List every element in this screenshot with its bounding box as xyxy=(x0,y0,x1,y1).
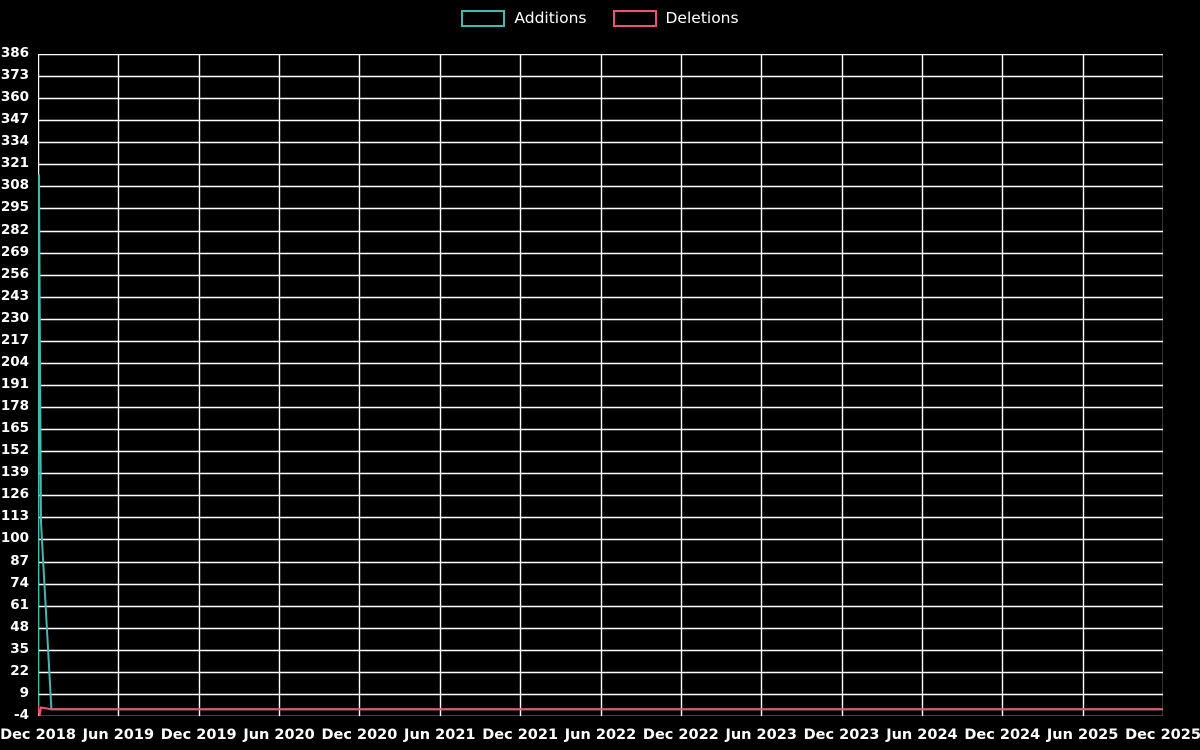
x-axis-tick-label: Dec 2021 xyxy=(482,727,559,743)
x-axis-tick-label: Jun 2022 xyxy=(564,727,637,743)
y-axis-tick-label: 204 xyxy=(0,353,29,370)
plot-area xyxy=(38,54,1163,716)
y-axis-tick-label: 35 xyxy=(10,640,29,657)
y-axis-tick-label: 230 xyxy=(0,309,29,326)
x-axis-tick-label: Jun 2023 xyxy=(725,727,797,743)
y-axis-tick-label: 139 xyxy=(0,464,29,481)
y-axis-tick-label: 74 xyxy=(10,574,29,591)
y-axis-tick-label: 48 xyxy=(10,618,29,635)
y-axis-tick-label: -4 xyxy=(14,707,29,723)
y-axis-tick-label: 269 xyxy=(0,243,29,260)
y-axis-tick-label: 360 xyxy=(0,89,29,106)
x-axis-tick-label: Dec 2020 xyxy=(321,727,398,743)
legend-label-additions: Additions xyxy=(514,8,587,27)
y-axis-tick-label: 100 xyxy=(0,530,29,547)
legend-swatch-additions xyxy=(461,9,506,27)
y-axis-tick-label: 386 xyxy=(0,45,29,61)
x-axis-tick-label: Dec 2022 xyxy=(642,727,719,743)
legend-label-deletions: Deletions xyxy=(665,8,739,27)
x-axis-tick-label: Jun 2020 xyxy=(243,727,315,743)
series-line-deletions xyxy=(38,705,1163,716)
y-axis-tick-label: 321 xyxy=(0,155,29,172)
x-axis-tick-label: Dec 2024 xyxy=(964,727,1041,743)
y-axis-tick-label: 347 xyxy=(0,111,29,128)
y-axis-tick-label: 282 xyxy=(0,221,29,238)
legend-entry-additions[interactable]: Additions xyxy=(461,8,587,27)
y-axis-tick-label: 22 xyxy=(10,662,29,679)
y-axis-tick-label: 126 xyxy=(0,486,29,503)
legend-swatch-deletions xyxy=(612,9,657,27)
plot-svg xyxy=(38,54,1163,716)
y-axis-tick-label: 334 xyxy=(0,133,29,150)
y-axis-tick-label: 373 xyxy=(0,67,29,84)
gridlines xyxy=(38,54,1163,716)
y-axis-tick-label: 191 xyxy=(0,376,29,392)
chart-legend: Additions Deletions xyxy=(0,0,1200,36)
y-axis-tick-label: 178 xyxy=(0,398,29,415)
y-axis-tick-label: 165 xyxy=(0,420,29,437)
y-axis-tick-label: 61 xyxy=(10,596,29,613)
legend-entry-deletions[interactable]: Deletions xyxy=(612,8,739,27)
x-axis-tick-label: Dec 2018 xyxy=(0,727,76,743)
x-axis-tick-label: Dec 2023 xyxy=(803,727,880,743)
x-axis-tick-label: Dec 2019 xyxy=(160,727,237,743)
x-axis-tick-label: Jun 2025 xyxy=(1046,727,1119,743)
x-axis-tick-label: Dec 2025 xyxy=(1125,727,1200,743)
x-axis-tick-label: Jun 2021 xyxy=(404,727,476,743)
x-axis-tick-label: Jun 2019 xyxy=(82,727,155,743)
y-axis-tick-label: 87 xyxy=(10,552,29,569)
y-axis-tick-label: 152 xyxy=(0,442,29,459)
y-axis-tick-label: 308 xyxy=(0,177,29,194)
y-axis-tick-label: 243 xyxy=(0,287,29,304)
y-axis-tick-label: 217 xyxy=(0,331,29,348)
y-axis-tick-label: 256 xyxy=(0,265,29,282)
y-axis-tick-label: 113 xyxy=(0,508,29,525)
y-axis-tick-label: 9 xyxy=(19,684,29,701)
x-axis-tick-label: Jun 2024 xyxy=(886,727,958,743)
y-axis-tick-label: 295 xyxy=(0,199,29,216)
